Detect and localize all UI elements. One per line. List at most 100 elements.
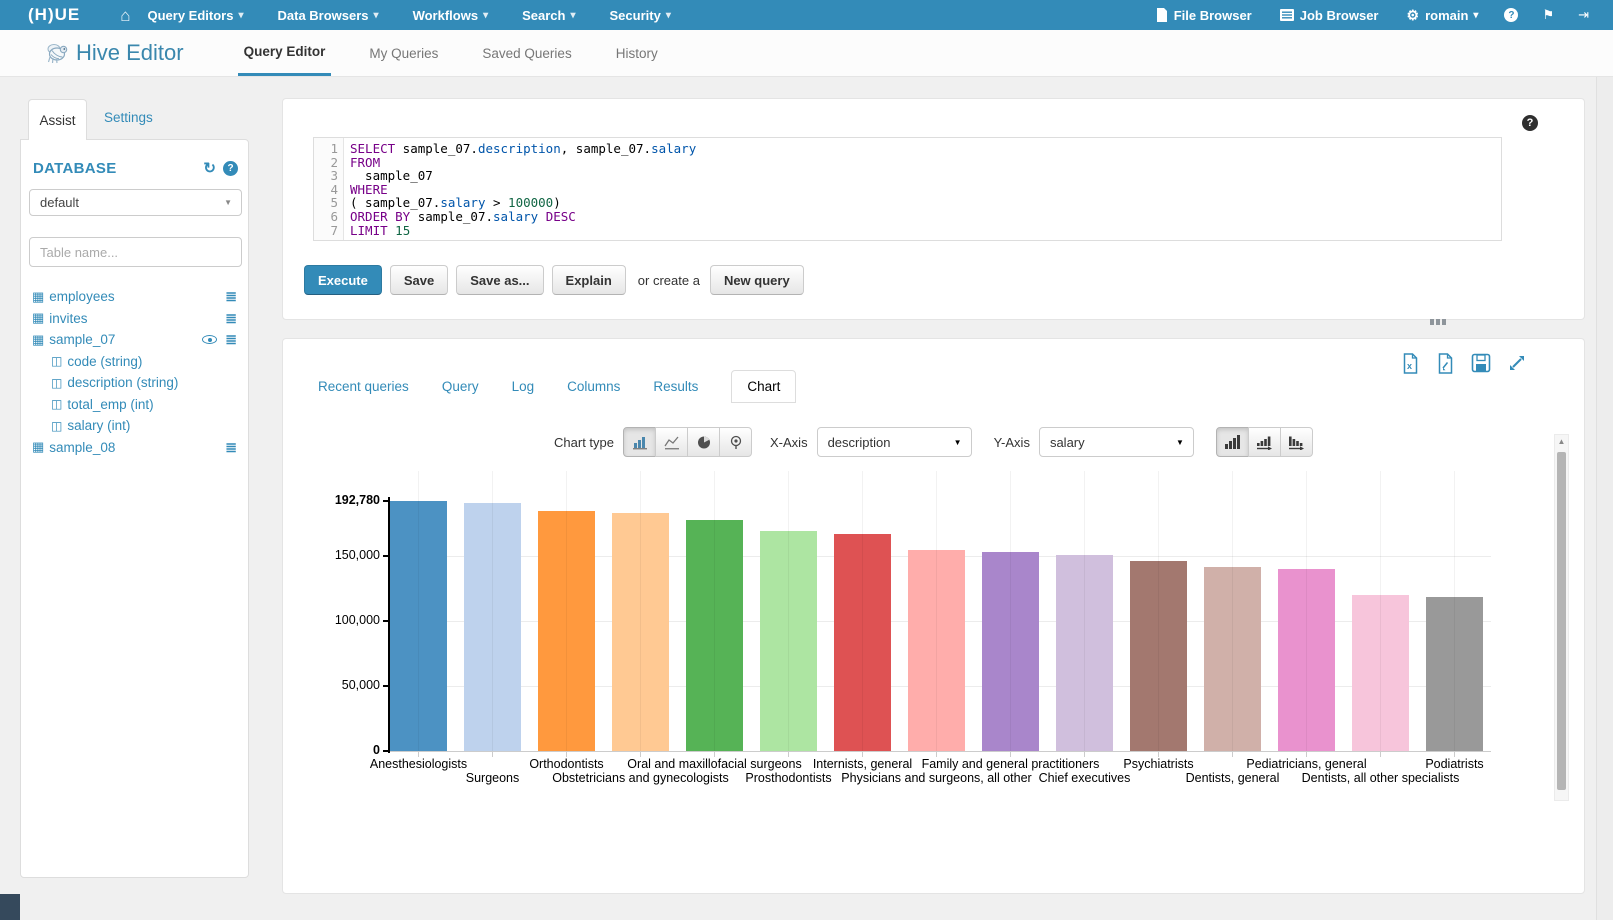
table-row-invites[interactable]: ▦invites≣: [21, 308, 248, 330]
database-header: DATABASE ↻ ?: [33, 159, 238, 177]
x-gridline: [714, 471, 715, 751]
sort-none-button[interactable]: [1216, 427, 1249, 457]
y-axis-line: [388, 497, 390, 753]
column-name: description (string): [67, 375, 178, 390]
tab-assist[interactable]: Assist: [28, 99, 87, 140]
tab-columns[interactable]: Columns: [567, 379, 620, 394]
sql-code[interactable]: SELECT sample_07.description, sample_07.…: [344, 138, 696, 240]
file-icon: [1156, 8, 1168, 22]
menu-search[interactable]: Search▾: [522, 8, 575, 23]
x-gridline: [566, 471, 567, 751]
bar-chart-type-button[interactable]: [623, 427, 656, 457]
line-number: 6: [314, 210, 338, 224]
refresh-icon[interactable]: ↻: [203, 159, 216, 177]
column-row-description[interactable]: ◫description (string): [21, 372, 248, 394]
scrollbar-thumb[interactable]: [1557, 452, 1566, 790]
table-row-employees[interactable]: ▦employees≣: [21, 286, 248, 308]
menu-security[interactable]: Security▾: [610, 8, 671, 23]
tab-recent-queries[interactable]: Recent queries: [318, 379, 409, 394]
list-icon[interactable]: ≣: [225, 310, 237, 327]
x-axis-label: Dentists, general: [1186, 771, 1280, 785]
page-scrollbar[interactable]: [1596, 77, 1613, 920]
map-chart-type-button[interactable]: [719, 427, 752, 457]
sql-editor[interactable]: 1234567 SELECT sample_07.description, sa…: [313, 137, 1502, 241]
menu-data-browsers[interactable]: Data Browsers▾: [278, 8, 379, 23]
download-file-icon[interactable]: [1436, 353, 1455, 374]
pie-chart-type-button[interactable]: [687, 427, 720, 457]
tab-settings[interactable]: Settings: [104, 110, 153, 125]
map-marker-icon: [728, 435, 744, 450]
sign-out-icon[interactable]: ⇥: [1578, 7, 1589, 23]
x-gridline: [788, 471, 789, 751]
x-axis-label: Prosthodontists: [745, 771, 831, 785]
job-browser-link[interactable]: Job Browser: [1280, 8, 1379, 23]
menu-workflows[interactable]: Workflows▾: [413, 8, 489, 23]
column-name: total_emp (int): [67, 397, 153, 412]
chart-scrollbar[interactable]: ▲: [1554, 434, 1569, 801]
eye-icon[interactable]: [202, 335, 217, 344]
column-row-salary[interactable]: ◫salary (int): [21, 415, 248, 437]
x-gridline: [936, 471, 937, 751]
tab-saved-queries[interactable]: Saved Queries: [476, 30, 577, 76]
x-axis-select[interactable]: description ▼: [817, 427, 972, 457]
resize-grip[interactable]: [1430, 319, 1446, 325]
save-results-icon[interactable]: [1471, 353, 1491, 374]
editor-help-icon[interactable]: ?: [1522, 115, 1538, 131]
save-button[interactable]: Save: [390, 265, 448, 295]
table-row-sample-08[interactable]: ▦sample_08≣: [21, 437, 248, 459]
database-help-icon[interactable]: ?: [223, 161, 238, 176]
list-icon[interactable]: ≣: [225, 439, 237, 456]
tab-my-queries[interactable]: My Queries: [363, 30, 444, 76]
flag-icon[interactable]: ⚑: [1542, 7, 1554, 23]
table-row-sample-07[interactable]: ▦sample_07≣: [21, 329, 248, 351]
sort-desc-button[interactable]: [1280, 427, 1313, 457]
x-axis-label: Obstetricians and gynecologists: [552, 771, 728, 785]
column-row-total-emp[interactable]: ◫total_emp (int): [21, 394, 248, 416]
tab-query-editor[interactable]: Query Editor: [238, 30, 332, 76]
explain-button[interactable]: Explain: [552, 265, 626, 295]
y-axis-select[interactable]: salary ▼: [1039, 427, 1194, 457]
tab-history[interactable]: History: [610, 30, 664, 76]
x-gridline: [640, 471, 641, 751]
table-name: sample_08: [49, 440, 115, 455]
x-axis-label: X-Axis: [770, 435, 808, 450]
menu-label: Security: [610, 8, 661, 23]
tab-chart[interactable]: Chart: [731, 370, 796, 403]
scroll-up-icon[interactable]: ▲: [1555, 435, 1568, 449]
assist-panel: DATABASE ↻ ? default ▼ ▦employees≣▦invit…: [20, 139, 249, 878]
select-caret-icon: ▼: [1176, 438, 1184, 447]
file-browser-link[interactable]: File Browser: [1156, 8, 1252, 23]
code-line: ORDER BY sample_07.salary DESC: [350, 210, 696, 224]
menu-label: Workflows: [413, 8, 479, 23]
sort-asc-button[interactable]: [1248, 427, 1281, 457]
list-icon[interactable]: ≣: [225, 331, 237, 348]
database-select[interactable]: default ▼: [29, 189, 242, 216]
save-as-button[interactable]: Save as...: [456, 265, 543, 295]
tab-results[interactable]: Results: [653, 379, 698, 394]
sort-group: [1216, 427, 1313, 457]
tab-log[interactable]: Log: [512, 379, 535, 394]
execute-button[interactable]: Execute: [304, 265, 382, 295]
column-name: code (string): [67, 354, 142, 369]
x-axis-label: Surgeons: [466, 771, 520, 785]
table-filter-input[interactable]: [29, 237, 242, 267]
menu-query-editors[interactable]: Query Editors▾: [148, 8, 244, 23]
job-list-icon: [1280, 9, 1294, 21]
corner-toggle[interactable]: [0, 894, 20, 920]
list-icon[interactable]: ≣: [225, 288, 237, 305]
expand-results-icon[interactable]: [1507, 353, 1527, 374]
chevron-down-icon: ▾: [238, 10, 243, 21]
home-icon[interactable]: ⌂: [120, 7, 130, 24]
user-menu[interactable]: ⚙ romain ▾: [1407, 7, 1479, 24]
line-chart-type-button[interactable]: [655, 427, 688, 457]
editor-tabs: Query Editor My Queries Saved Queries Histo…: [222, 30, 680, 76]
navbar-menus: Query Editors▾Data Browsers▾Workflows▾Se…: [131, 8, 688, 23]
x-axis-label: Dentists, all other specialists: [1302, 771, 1460, 785]
column-row-code[interactable]: ◫code (string): [21, 351, 248, 373]
bars-icon: [1224, 434, 1241, 450]
download-excel-icon[interactable]: x: [1401, 353, 1420, 374]
help-button[interactable]: ?: [1504, 8, 1518, 22]
new-query-button[interactable]: New query: [710, 265, 804, 295]
hue-logo[interactable]: (H)UE: [28, 5, 80, 25]
tab-query[interactable]: Query: [442, 379, 479, 394]
